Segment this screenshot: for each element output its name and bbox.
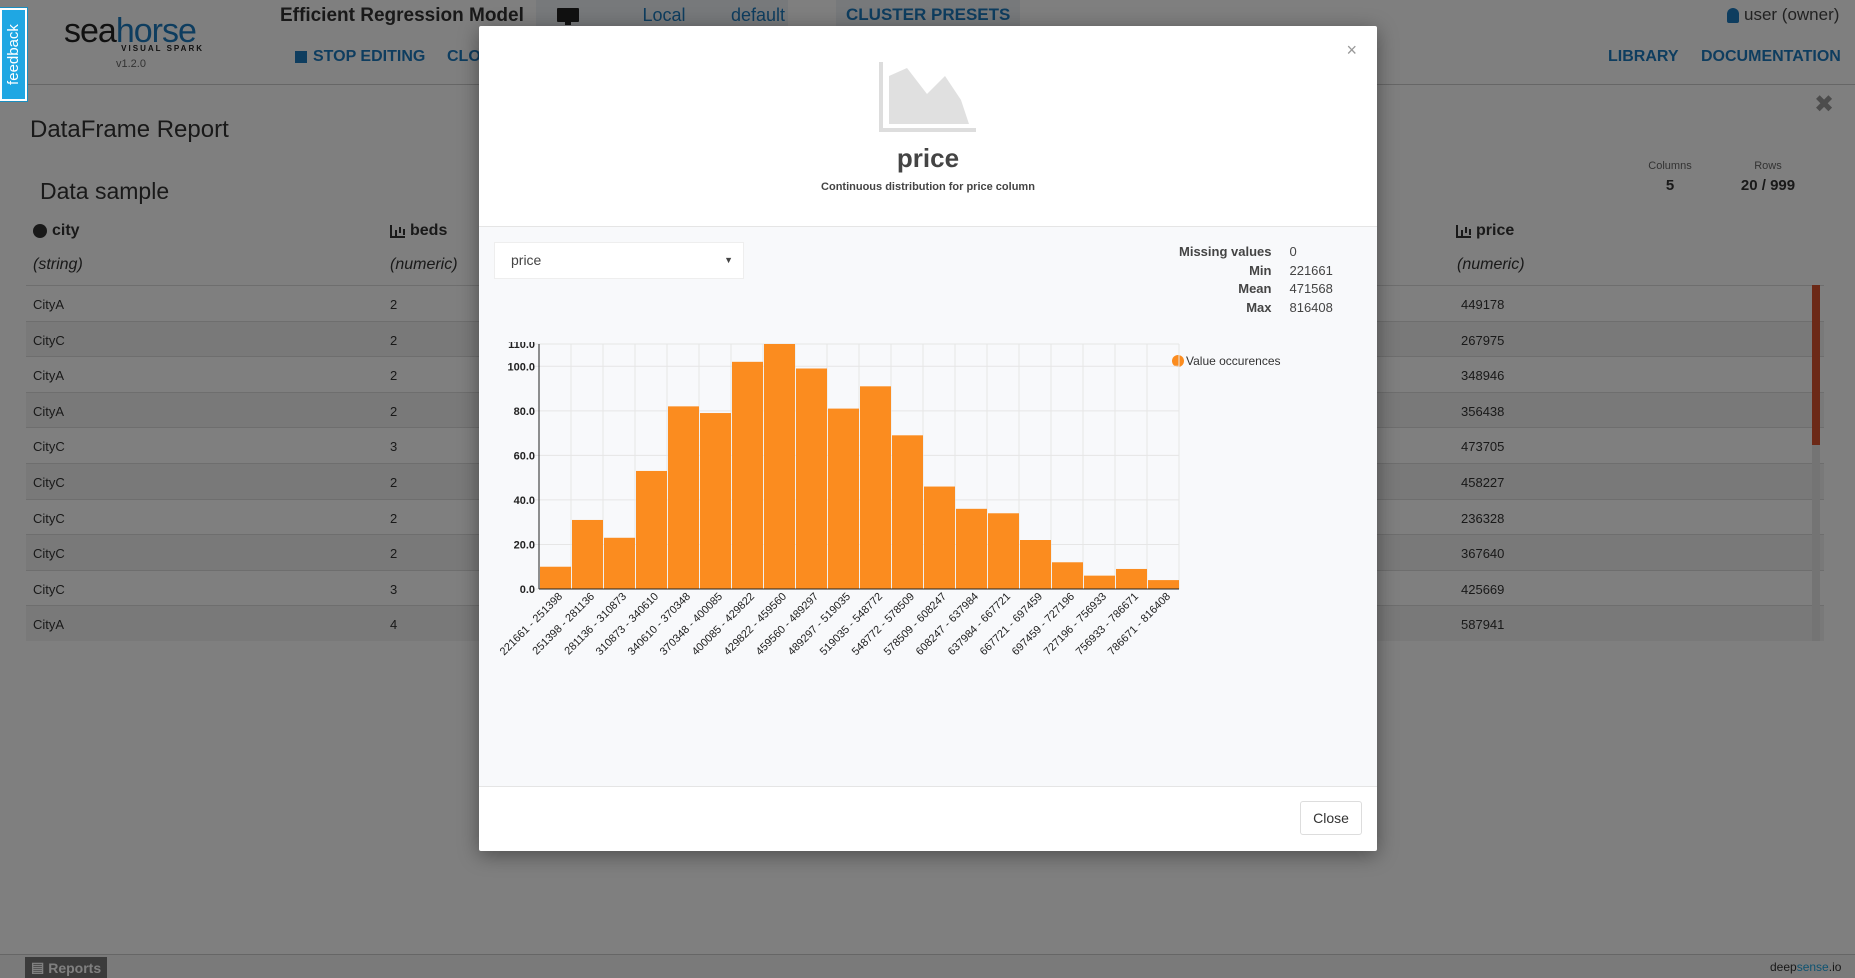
column-select[interactable]: price ▼ xyxy=(494,242,744,279)
stat-value: 816408 xyxy=(1289,299,1333,315)
histogram-bar xyxy=(1116,568,1147,589)
modal-subtitle: Continuous distribution for price column xyxy=(821,181,1035,193)
stat-value: 471568 xyxy=(1289,281,1333,296)
histogram-bar xyxy=(988,513,1019,589)
y-tick-label: 40.0 xyxy=(514,495,535,507)
histogram-bar xyxy=(828,408,859,589)
y-tick-label: 20.0 xyxy=(514,539,535,551)
stat-row: Min 221661 xyxy=(1179,262,1333,281)
histogram-bar xyxy=(860,386,891,589)
histogram-bar xyxy=(1084,575,1115,589)
histogram-bar xyxy=(700,413,731,589)
stat-value: 221661 xyxy=(1289,262,1333,278)
column-stats: Missing values 0 Min 221661 Mean 471568 Max… xyxy=(1179,243,1333,317)
y-tick-label: 110.0 xyxy=(508,342,535,351)
y-tick-label: 0.0 xyxy=(520,584,535,596)
histogram-bar xyxy=(956,508,987,589)
histogram-bar xyxy=(924,486,955,589)
modal-header: × price Continuous distribution for pric… xyxy=(479,26,1377,227)
y-tick-label: 80.0 xyxy=(514,406,535,418)
histogram-bar xyxy=(572,519,603,589)
histogram-bar xyxy=(892,435,923,589)
modal-body: price ▼ Missing values 0 Min 221661 Mean 471… xyxy=(479,227,1377,787)
column-select-value: price xyxy=(511,252,542,268)
chart-legend: Value occurences xyxy=(1172,354,1281,368)
histogram-bar xyxy=(540,566,571,589)
y-tick-label: 100.0 xyxy=(507,361,535,373)
histogram-bar xyxy=(1052,562,1083,589)
stat-row: Mean 471568 xyxy=(1179,280,1333,299)
histogram-bar xyxy=(732,361,763,589)
modal-title: price xyxy=(896,143,960,173)
histogram-bar xyxy=(796,368,827,589)
feedback-label: feedback xyxy=(5,24,23,85)
legend-label: Value occurences xyxy=(1186,354,1281,368)
histogram-bar xyxy=(1148,580,1179,589)
histogram-bar xyxy=(604,537,635,589)
close-button[interactable]: Close xyxy=(1300,801,1362,835)
stat-row: Max 816408 xyxy=(1179,299,1333,318)
feedback-tab[interactable]: feedback xyxy=(0,8,27,101)
modal-close-icon[interactable]: × xyxy=(1346,40,1357,60)
stat-label: Mean xyxy=(1238,281,1272,296)
histogram-bar xyxy=(1020,540,1051,589)
histogram-bar xyxy=(764,344,795,589)
column-distribution-modal: × price Continuous distribution for pric… xyxy=(479,26,1377,851)
stat-row: Missing values 0 xyxy=(1179,243,1333,262)
stat-value: 0 xyxy=(1289,244,1297,259)
histogram-bar xyxy=(636,470,667,589)
histogram-bar xyxy=(668,406,699,589)
stat-label: Missing values xyxy=(1179,244,1272,259)
y-tick-label: 60.0 xyxy=(514,450,535,462)
stat-label: Min xyxy=(1249,262,1272,278)
legend-swatch xyxy=(1172,355,1184,367)
stat-label: Max xyxy=(1246,299,1272,315)
caret-down-icon: ▼ xyxy=(724,255,733,265)
area-chart-icon xyxy=(879,60,977,137)
